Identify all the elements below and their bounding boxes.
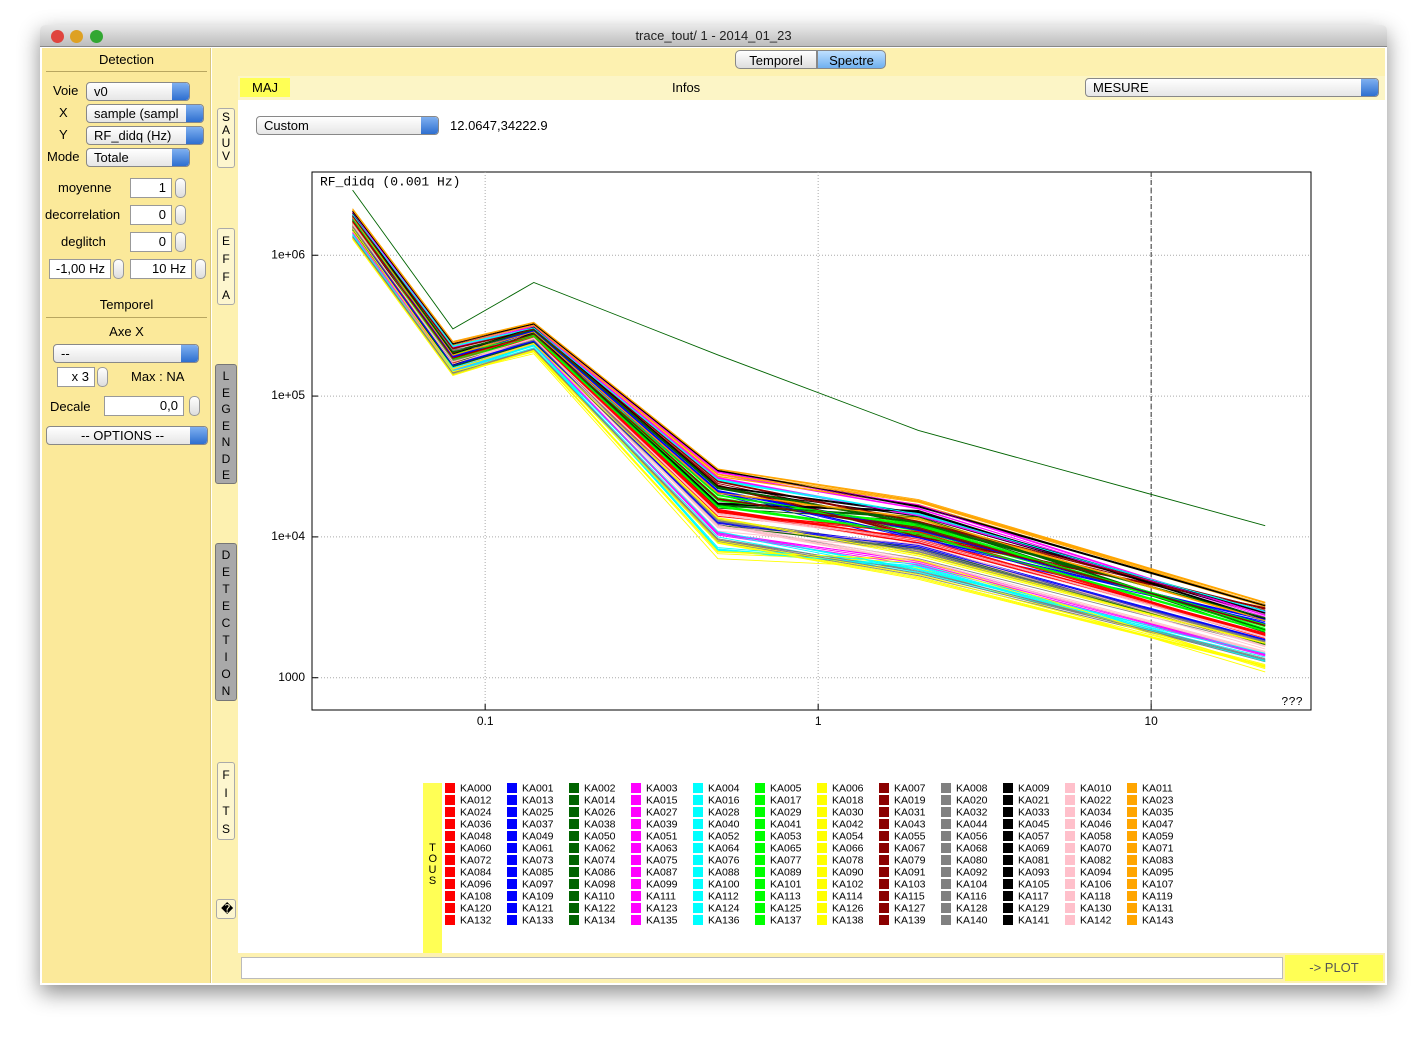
side-tab-label: LEGENDE: [221, 368, 231, 484]
side-tab[interactable]: �: [216, 899, 236, 919]
popup[interactable]: Custom: [256, 116, 439, 135]
stepper[interactable]: [97, 367, 108, 387]
plot-button[interactable]: -> PLOT: [1285, 955, 1383, 981]
close-button[interactable]: [51, 30, 64, 43]
tab-selected[interactable]: Spectre: [817, 50, 886, 69]
title-bar: trace_tout/ 1 - 2014_01_23: [40, 25, 1387, 47]
stepper[interactable]: [113, 259, 124, 279]
label: Axe X: [42, 324, 211, 339]
side-tab-label: FITS: [221, 766, 231, 838]
button[interactable]: MAJ: [240, 78, 290, 97]
command-input[interactable]: [241, 957, 1283, 979]
input[interactable]: -1,00 Hz: [49, 259, 111, 279]
input[interactable]: 1: [130, 178, 172, 198]
side-tab-label: EFFA: [221, 232, 231, 304]
popup[interactable]: --: [53, 344, 199, 363]
label: Max : NA: [131, 369, 184, 384]
label: Y: [59, 127, 68, 142]
input[interactable]: 10 Hz: [130, 259, 192, 279]
stepper[interactable]: [175, 178, 186, 198]
tab[interactable]: Temporel: [735, 50, 817, 69]
side-tab[interactable]: DETECTION: [215, 543, 237, 701]
label: Decale: [50, 399, 90, 414]
label: moyenne: [58, 180, 111, 195]
section-title: Detection: [42, 52, 211, 67]
side-tab[interactable]: FITS: [217, 762, 235, 840]
input[interactable]: 0: [130, 205, 172, 225]
separator: [46, 71, 207, 72]
legend-all-button[interactable]: TOUS: [423, 783, 442, 953]
label: Mode: [47, 149, 80, 164]
window-title: trace_tout/ 1 - 2014_01_23: [635, 28, 791, 43]
input[interactable]: 0: [130, 232, 172, 252]
stepper[interactable]: [189, 396, 200, 416]
minimize-button[interactable]: [70, 30, 83, 43]
zoom-button[interactable]: [90, 30, 103, 43]
stepper[interactable]: [195, 259, 206, 279]
label: X: [59, 105, 68, 120]
popup[interactable]: sample (sampl: [86, 104, 204, 123]
popup[interactable]: Totale: [86, 148, 190, 167]
label: Voie: [53, 83, 78, 98]
window: [40, 25, 1387, 985]
input[interactable]: x 3: [57, 367, 95, 387]
legend-all-label: TOUS: [429, 843, 437, 887]
side-tab-label: SAUV: [221, 111, 231, 163]
side-tab-label: DETECTION: [221, 547, 231, 700]
popup[interactable]: RF_didq (Hz): [86, 126, 204, 145]
separator: [46, 317, 207, 318]
popup[interactable]: -- OPTIONS --: [46, 426, 208, 445]
popup[interactable]: MESURE: [1085, 78, 1379, 97]
stepper[interactable]: [175, 232, 186, 252]
popup[interactable]: v0: [86, 82, 190, 101]
readout: 12.0647,34222.9: [450, 118, 548, 133]
input[interactable]: 0,0: [104, 396, 184, 416]
section-title: Temporel: [42, 297, 211, 312]
side-tab-label: �: [221, 900, 231, 918]
side-tab[interactable]: SAUV: [217, 108, 235, 168]
label: Infos: [672, 80, 700, 95]
label: decorrelation: [45, 207, 120, 222]
side-tab[interactable]: LEGENDE: [215, 364, 237, 484]
label: deglitch: [61, 234, 106, 249]
stepper[interactable]: [175, 205, 186, 225]
side-tab[interactable]: EFFA: [217, 228, 235, 305]
